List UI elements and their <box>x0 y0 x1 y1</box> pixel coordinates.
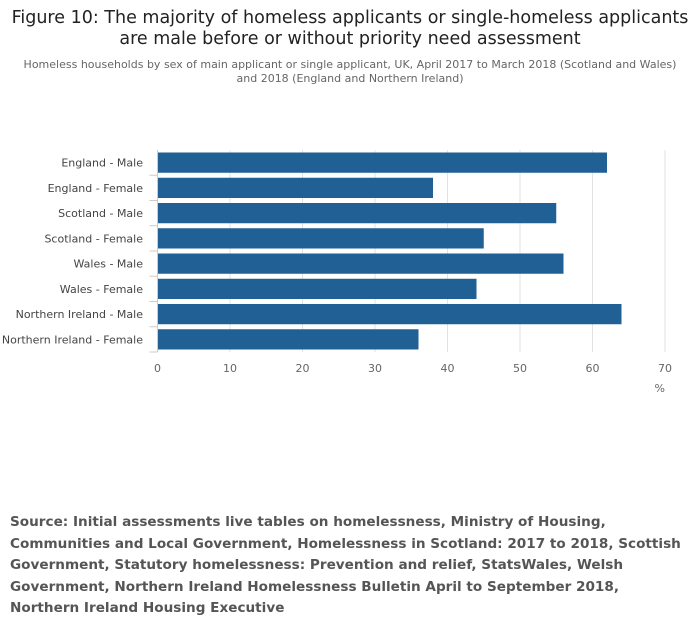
y-category-label: Wales - Male <box>74 258 144 271</box>
bar-wales-male <box>158 253 564 274</box>
x-tick-label: 0 <box>154 362 161 375</box>
x-tick-label: 30 <box>368 362 382 375</box>
bar-scotland-male <box>158 203 557 224</box>
x-tick-label: 10 <box>223 362 237 375</box>
x-tick-label: 70 <box>658 362 672 375</box>
chart-subtitle: Homeless households by sex of main appli… <box>23 58 677 85</box>
y-category-label: England - Female <box>48 182 144 195</box>
x-tick-label: 50 <box>513 362 527 375</box>
x-tick-label: 60 <box>586 362 600 375</box>
bar-wales-female <box>158 278 477 299</box>
x-axis-label: % <box>655 382 665 395</box>
bar-england-male <box>158 152 607 173</box>
x-tick-label: 40 <box>441 362 455 375</box>
y-category-label: England - Male <box>61 157 143 170</box>
source-note: Source: Initial assessments live tables … <box>10 514 681 616</box>
y-category-label: Wales - Female <box>60 283 143 296</box>
y-category-label: Scotland - Female <box>44 232 143 245</box>
x-tick-label: 20 <box>296 362 310 375</box>
y-category-label: Scotland - Male <box>58 207 143 220</box>
y-category-label: Northern Ireland - Female <box>2 333 143 346</box>
bar-england-female <box>158 177 433 198</box>
bar-northern-ireland-female <box>158 329 419 350</box>
bar-northern-ireland-male <box>158 304 622 325</box>
chart-title: Figure 10: The majority of homeless appl… <box>11 8 689 49</box>
y-category-label: Northern Ireland - Male <box>16 308 144 321</box>
bar-chart: 0 10 20 30 40 50 60 70 England - Male England - F… <box>2 150 672 395</box>
bar-scotland-female <box>158 228 484 249</box>
